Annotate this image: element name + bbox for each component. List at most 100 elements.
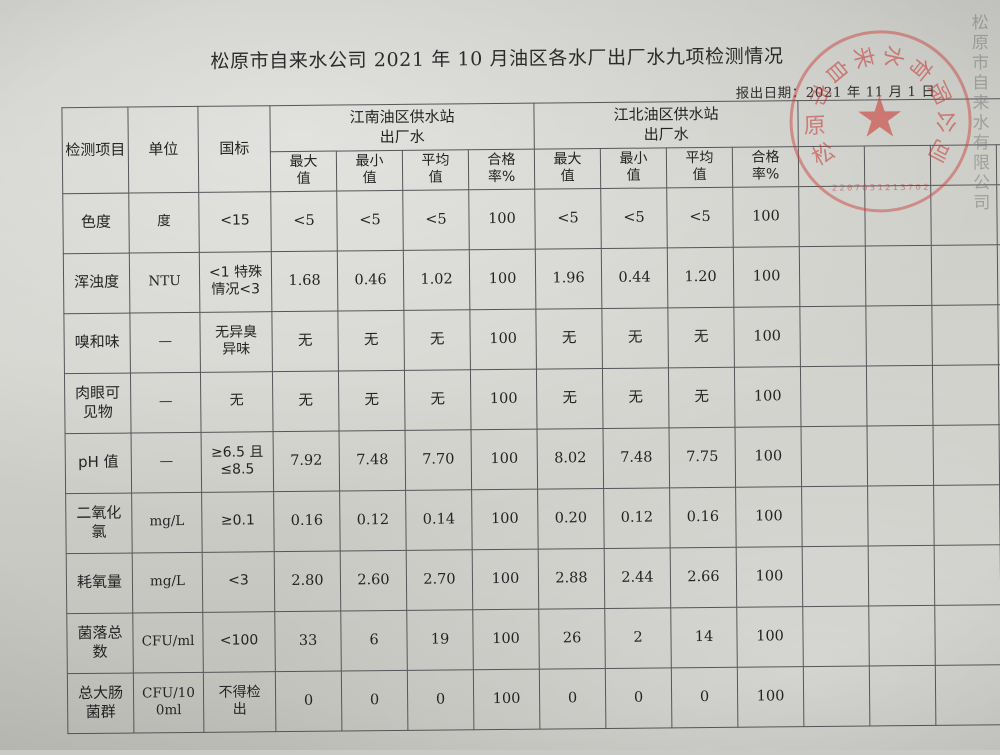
cell-jiangnan-min: 无 — [338, 310, 405, 371]
row-standard: 不得检出 — [203, 671, 276, 732]
cell-jiangbei-rate: 100 — [735, 426, 802, 487]
cell-empty-1 — [803, 605, 870, 666]
row-unit: 度 — [129, 192, 200, 253]
subheader-jiangnan-rate: 合格 率% — [468, 149, 534, 190]
row-item-name-line2: 见物 — [66, 403, 129, 423]
subheader-line2: 值 — [338, 170, 401, 188]
cell-jiangbei-max: 无 — [536, 368, 603, 429]
cell-jiangbei-max: 1.96 — [535, 248, 602, 309]
row-item-name-line1: 二氧化 — [67, 503, 130, 523]
cell-jiangbei-min: 7.48 — [603, 427, 670, 488]
cell-empty-1 — [800, 365, 867, 426]
cell-jiangbei-max: 26 — [539, 608, 606, 669]
cell-jiangnan-max: 2.80 — [274, 551, 341, 612]
group-header-jiangnan-line2: 出厂水 — [272, 126, 533, 149]
cell-jiangnan-max: <5 — [271, 191, 338, 252]
cell-jiangnan-avg: 2.70 — [406, 549, 473, 610]
cell-jiangnan-max: 无 — [272, 311, 339, 372]
company-watermark: 松原市自来水有限公司 — [966, 13, 993, 213]
cell-jiangnan-min: 6 — [341, 610, 408, 671]
subheader-jiangnan-min: 最小 值 — [336, 150, 402, 191]
cell-empty-3 — [931, 244, 998, 305]
cell-jiangbei-avg: 0.16 — [670, 487, 737, 548]
cell-jiangbei-rate: 100 — [737, 606, 804, 667]
cell-jiangnan-avg: 无 — [404, 309, 471, 370]
subheader-line1: 最小 — [338, 152, 401, 170]
row-standard: <3 — [202, 551, 275, 612]
cell-jiangbei-avg: 2.66 — [670, 547, 737, 608]
subheader-line1: 合格 — [734, 149, 797, 167]
cell-jiangbei-rate: 100 — [737, 666, 804, 727]
cell-jiangbei-min: 0 — [605, 667, 672, 728]
cell-jiangnan-min: 0 — [341, 670, 408, 731]
water-quality-table: 检测项目 单位 国标 江南油区供水站 出厂水 江北油区供水站 出厂水 最大 值 — [61, 98, 1000, 734]
cell-empty-3 — [935, 604, 1000, 665]
cell-jiangnan-max: 0.16 — [274, 491, 341, 552]
cell-empty-1 — [800, 305, 867, 366]
row-item-name: 二氧化氯 — [66, 493, 133, 554]
row-item-name-line2: 菌群 — [69, 703, 132, 723]
subheader-line1: 合格 — [470, 151, 533, 169]
subheader-line2: 值 — [668, 167, 731, 185]
cell-jiangbei-avg: 无 — [668, 367, 735, 428]
cell-jiangbei-max: 0.20 — [538, 488, 605, 549]
row-standard: <15 — [199, 191, 272, 252]
cell-jiangbei-avg: 无 — [668, 307, 735, 368]
subheader-empty-4 — [996, 144, 1000, 185]
cell-jiangbei-max: 0 — [539, 668, 606, 729]
subheader-line1: 平均 — [668, 149, 731, 167]
row-unit: — — [130, 312, 201, 373]
row-unit: — — [131, 432, 202, 493]
group-header-jiangbei-line1: 江北油区供水站 — [535, 103, 796, 126]
row-item-name-line2: 数 — [69, 643, 132, 663]
cell-empty-2 — [868, 545, 935, 606]
row-standard: <1 特殊情况<3 — [199, 251, 272, 312]
row-standard-line1: ≥6.5 且 — [203, 444, 272, 462]
subheader-jiangbei-avg: 平均 值 — [666, 147, 732, 188]
subheader-line2: 率% — [470, 169, 533, 187]
row-standard: 无 — [200, 371, 273, 432]
row-item-name: 菌落总数 — [67, 613, 134, 674]
subheader-line2: 值 — [536, 168, 599, 186]
subheader-line2: 值 — [272, 171, 335, 189]
cell-jiangbei-avg: <5 — [667, 187, 734, 248]
cell-jiangbei-rate: 100 — [736, 486, 803, 547]
cell-jiangbei-max: 8.02 — [537, 428, 604, 489]
cell-jiangnan-rate: 100 — [470, 369, 537, 430]
cell-jiangnan-rate: 100 — [473, 669, 540, 730]
cell-jiangnan-rate: 100 — [471, 429, 538, 490]
cell-jiangnan-avg: <5 — [403, 189, 470, 250]
cell-empty-3 — [934, 544, 1000, 605]
cell-jiangnan-rate: 100 — [469, 189, 536, 250]
row-item-name: 色度 — [63, 193, 130, 254]
cell-jiangnan-min: <5 — [337, 190, 404, 251]
cell-jiangbei-min: 0.44 — [601, 247, 668, 308]
row-item-name: 嗅和味 — [64, 313, 131, 374]
cell-jiangnan-min: 0.46 — [337, 250, 404, 311]
row-standard: 无异臭异味 — [200, 311, 273, 372]
cell-jiangnan-rate: 100 — [469, 249, 536, 310]
page-title: 松原市自来水公司 2021 年 10 月油区各水厂出厂水九项检测情况 — [0, 39, 997, 76]
row-standard: ≥6.5 且≤8.5 — [201, 431, 274, 492]
cell-empty-2 — [866, 305, 933, 366]
cell-empty-2 — [867, 425, 934, 486]
subheader-jiangnan-avg: 平均 值 — [402, 149, 468, 190]
subheader-line2: 率% — [734, 166, 797, 184]
cell-empty-2 — [869, 665, 936, 726]
group-header-jiangbei-line2: 出厂水 — [536, 123, 797, 146]
row-item-name: 总大肠菌群 — [67, 673, 134, 734]
cell-jiangbei-rate: 100 — [736, 546, 803, 607]
cell-jiangbei-min: 无 — [602, 307, 669, 368]
cell-jiangnan-min: 7.48 — [339, 430, 406, 491]
row-standard-line2: 情况<3 — [201, 281, 270, 299]
subheader-jiangbei-rate: 合格 率% — [732, 146, 798, 187]
cell-empty-1 — [803, 665, 870, 726]
